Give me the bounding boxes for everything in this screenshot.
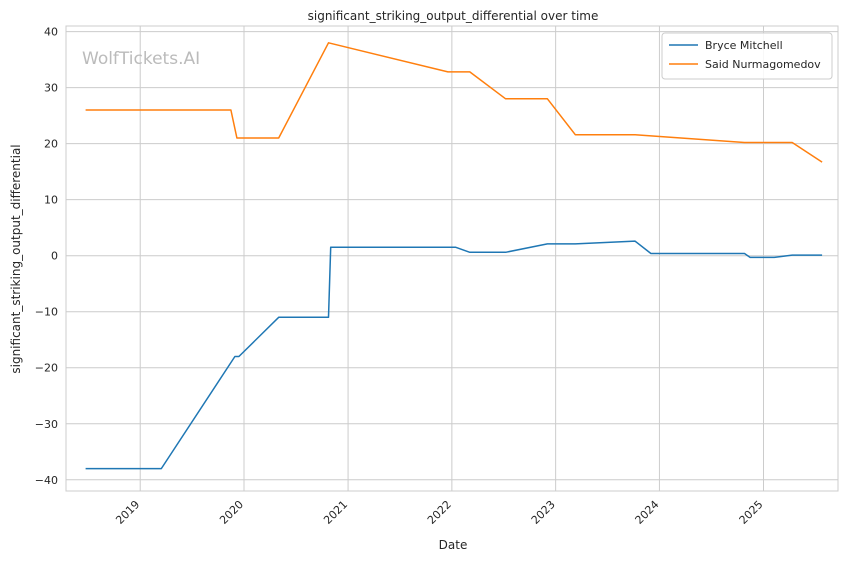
series-line-bryce-mitchell — [85, 240, 823, 470]
y-tick-label: 20 — [44, 138, 58, 151]
x-tick-label: 2020 — [217, 498, 246, 527]
y-tick-label: 10 — [44, 194, 58, 207]
y-tick-label: 0 — [51, 250, 58, 263]
y-tick-label: −30 — [35, 418, 58, 431]
x-tick-label: 2024 — [633, 498, 662, 527]
x-tick-label: 2022 — [425, 498, 454, 527]
y-tick-label: −10 — [35, 306, 58, 319]
legend-label-said-nurmagomedov: Said Nurmagomedov — [705, 58, 821, 71]
x-axis-label: Date — [439, 538, 468, 552]
y-tick-label: 30 — [44, 82, 58, 95]
legend: Bryce Mitchell Said Nurmagomedov — [661, 32, 833, 80]
x-tick-label: 2025 — [737, 498, 766, 527]
y-tick-label: 40 — [44, 26, 58, 39]
x-tick-label: 2019 — [113, 498, 142, 527]
chart-title: significant_striking_output_differential… — [308, 9, 599, 23]
y-tick-label: −20 — [35, 362, 58, 375]
x-tick-label: 2023 — [529, 498, 558, 527]
y-tick-label: −40 — [35, 474, 58, 487]
x-tick-label: 2021 — [321, 498, 350, 527]
y-axis-label: significant_striking_output_differential — [9, 144, 23, 373]
series-lines — [85, 42, 823, 470]
watermark: WolfTickets.AI — [82, 49, 200, 69]
legend-label-bryce-mitchell: Bryce Mitchell — [705, 39, 783, 52]
plot-frame — [65, 25, 839, 492]
legend-box — [661, 32, 833, 80]
series-line-said-nurmagomedov — [85, 42, 823, 163]
grid — [66, 26, 838, 491]
